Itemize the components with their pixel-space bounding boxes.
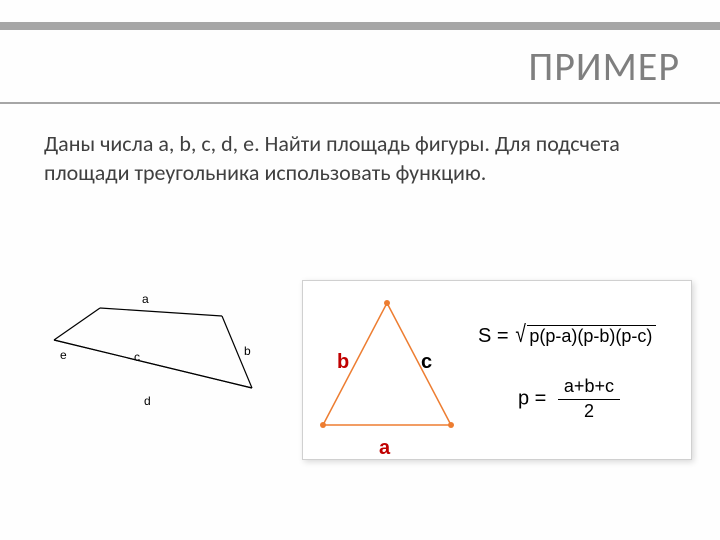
- formula-box: b c a S = √p(p-a)(p-b)(p-c) p = a+b+c 2: [302, 280, 692, 460]
- slide-body-text: Даны числа a, b, c, d, e. Найти площадь …: [44, 130, 684, 187]
- quad-label-c: c: [134, 350, 140, 364]
- triangle-label-b: b: [337, 351, 349, 374]
- herons-formula: S = √p(p-a)(p-b)(p-c): [478, 321, 656, 349]
- fraction: a+b+c 2: [558, 377, 620, 422]
- herons-radicand: p(p-a)(p-b)(p-c): [527, 325, 656, 347]
- sqrt-icon: √: [515, 321, 526, 349]
- herons-lhs: S =: [478, 325, 509, 347]
- slide-title: ПРИМЕР: [528, 42, 680, 91]
- accent-bar: [0, 22, 720, 30]
- triangle-label-c: c: [421, 351, 432, 374]
- fraction-numerator: a+b+c: [558, 377, 620, 397]
- triangle-label-a: a: [379, 437, 390, 460]
- quadrilateral-figure: a b c d e: [42, 278, 272, 448]
- quad-label-d: d: [144, 394, 151, 408]
- quad-label-b: b: [244, 344, 251, 358]
- fraction-bar: [558, 399, 620, 400]
- quadrilateral-svg: [42, 278, 272, 448]
- triangle-svg: [311, 287, 471, 457]
- semiperimeter-formula: p = a+b+c 2: [518, 377, 620, 422]
- quad-label-e: e: [60, 348, 67, 362]
- semiperimeter-lhs: p =: [518, 388, 546, 410]
- quad-label-a: a: [142, 292, 149, 306]
- accent-underline: [0, 102, 720, 104]
- fraction-denominator: 2: [558, 402, 620, 422]
